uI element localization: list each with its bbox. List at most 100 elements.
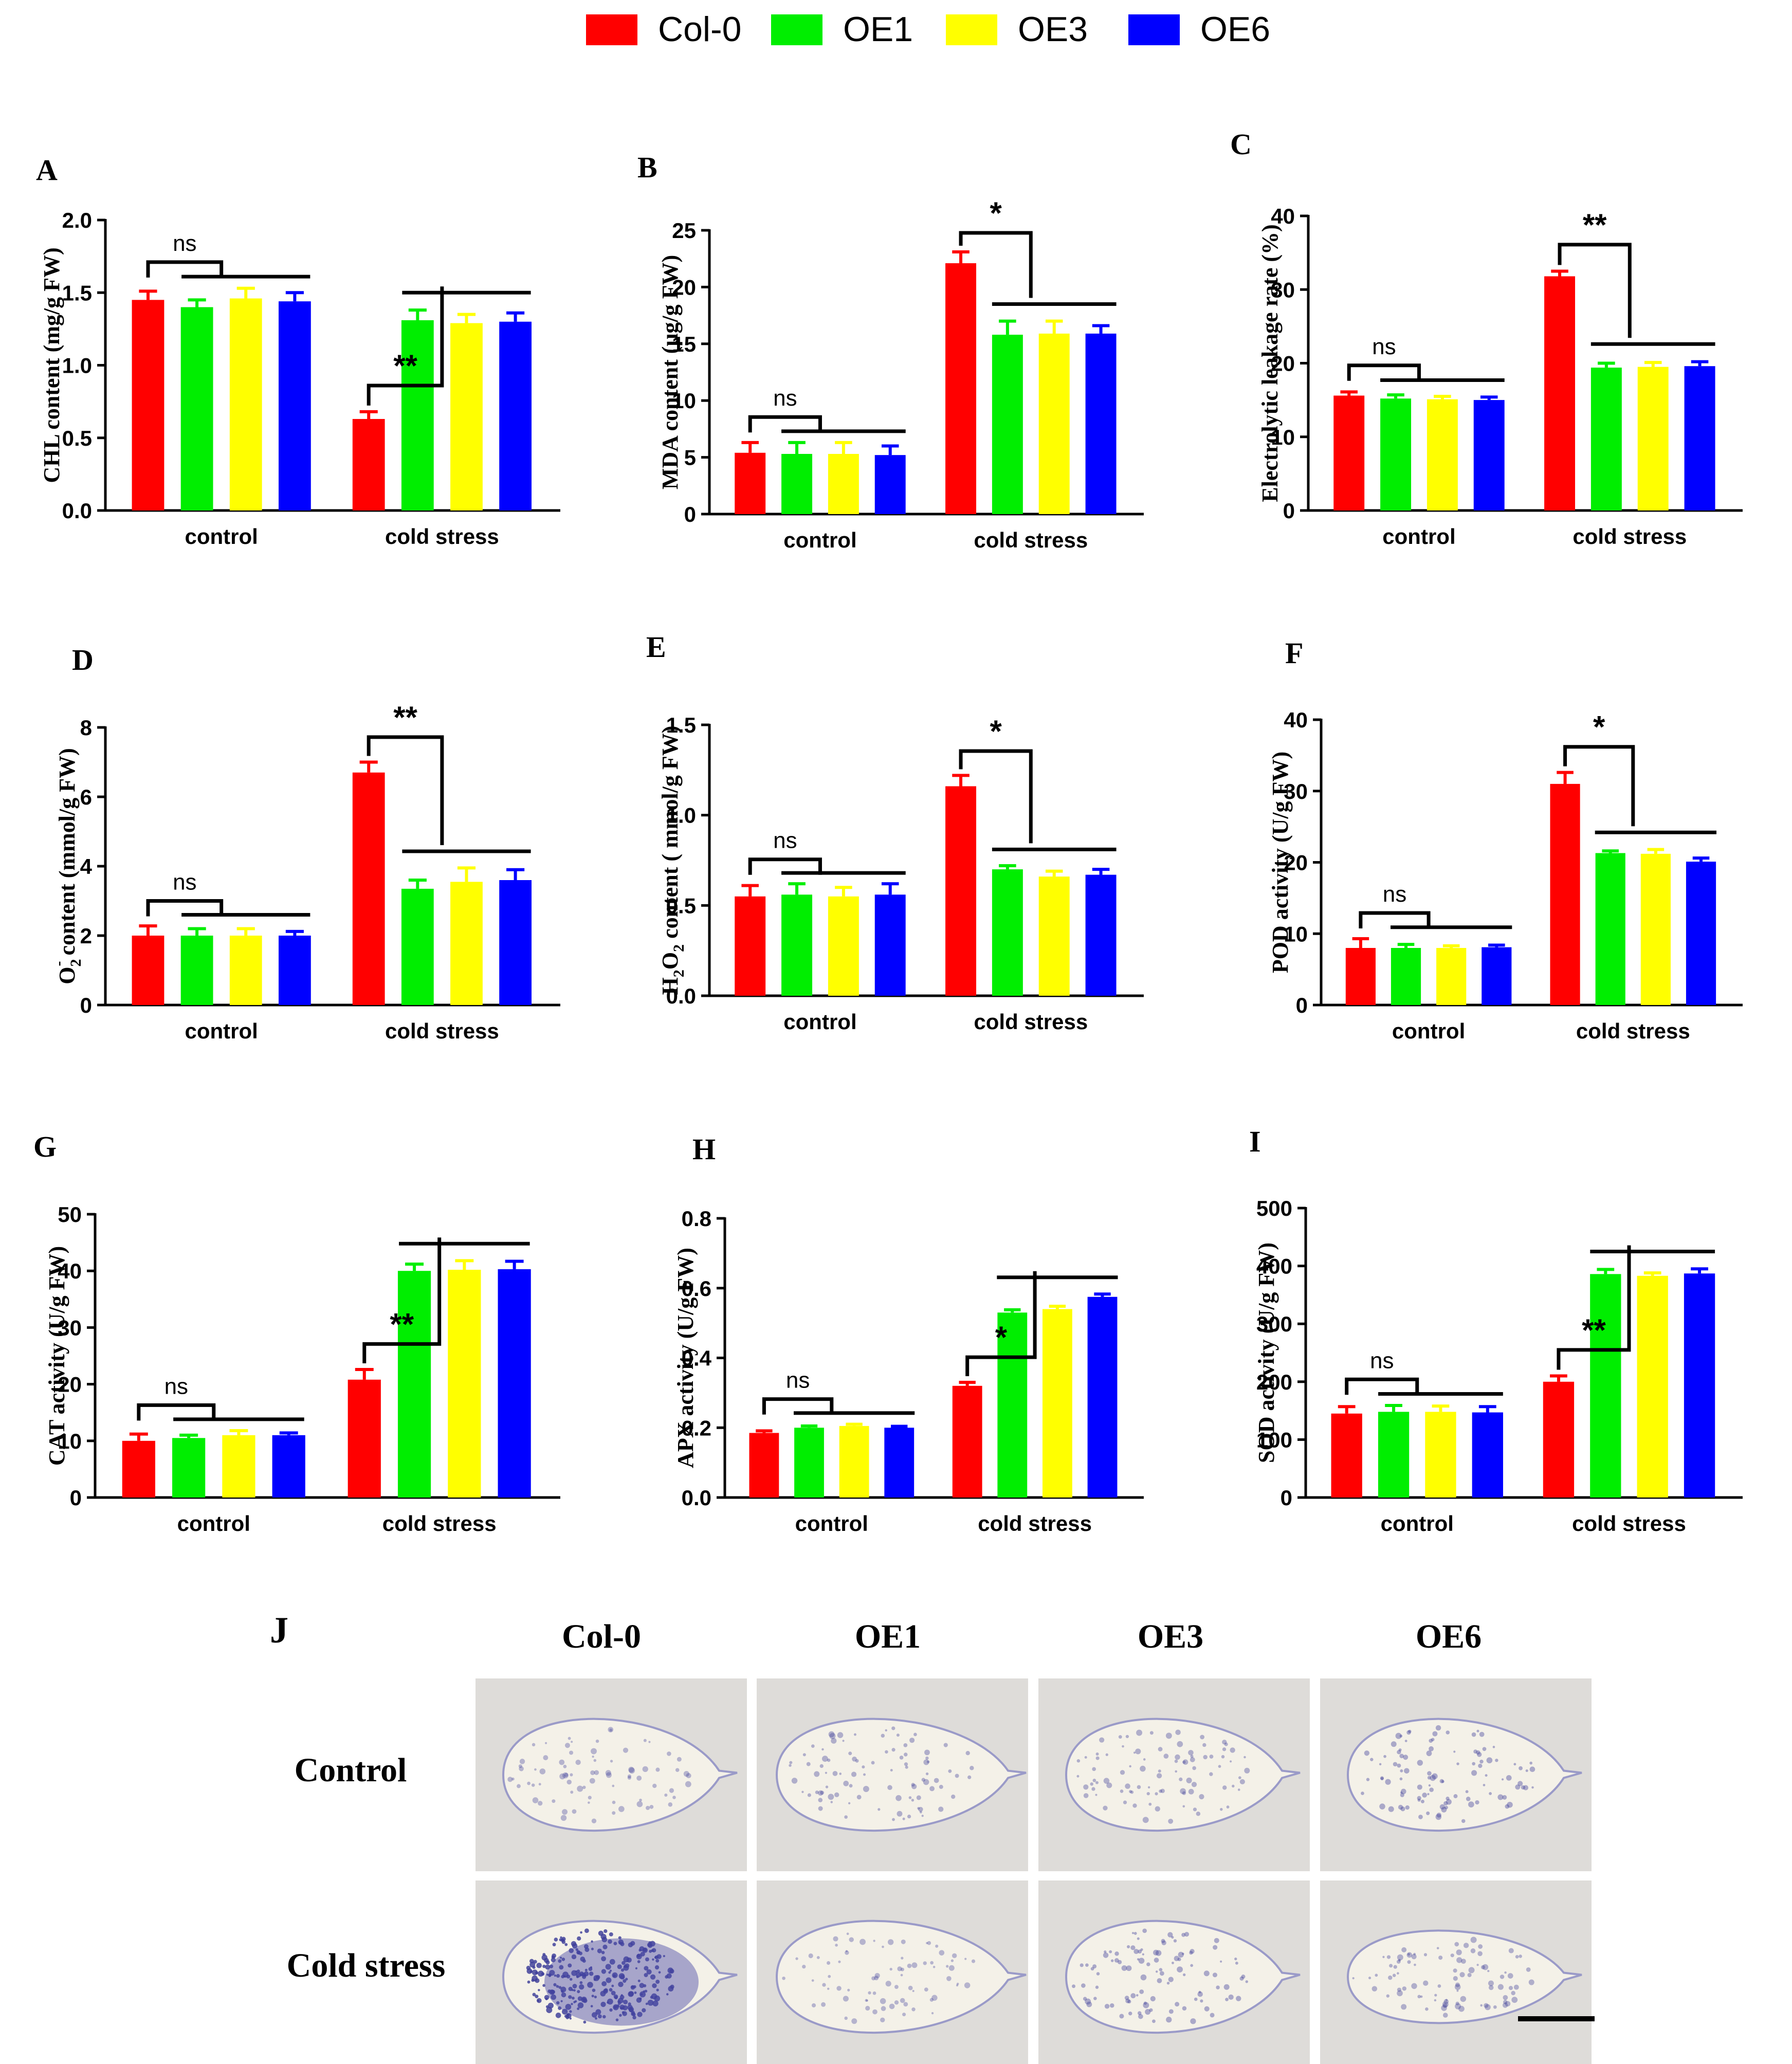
y-tick-label: 1.0 — [62, 354, 92, 378]
stain-dot — [1129, 1790, 1132, 1793]
bar — [839, 1426, 869, 1497]
stain-dot — [556, 1974, 560, 1978]
stain-dot — [1500, 1975, 1505, 1979]
stain-dot — [1117, 1960, 1122, 1964]
stain-dot — [1495, 1759, 1498, 1762]
stain-dot — [1476, 1729, 1479, 1732]
stain-dot — [613, 2004, 619, 2011]
stain-dot — [907, 1814, 911, 1819]
stain-dot — [644, 1972, 648, 1978]
stain-dot — [1155, 1792, 1158, 1796]
stain-dot — [1132, 1803, 1137, 1808]
stain-dot — [811, 2003, 816, 2007]
significance-bracket — [762, 1397, 834, 1415]
stain-dot — [1138, 2014, 1143, 2019]
stain-dot — [556, 2001, 560, 2005]
panel-j-col-label: OE6 — [1416, 1618, 1482, 1655]
stain-dot — [904, 1762, 908, 1766]
stain-dot — [901, 1939, 906, 1944]
stain-dot — [894, 1985, 899, 1989]
stain-dot — [577, 2002, 584, 2008]
y-tick-label: 4 — [80, 854, 93, 879]
stain-dot — [827, 1987, 830, 1990]
stain-dot — [686, 1773, 691, 1779]
stain-dot — [1497, 1984, 1504, 1990]
stain-dot — [843, 1996, 849, 2002]
stain-dot — [842, 1740, 845, 1742]
bar — [450, 882, 483, 1005]
stain-dot — [1393, 1762, 1398, 1767]
stain-dot — [663, 1955, 665, 1958]
stain-dot — [551, 1957, 556, 1963]
stain-dot — [1127, 1999, 1131, 2004]
stain-dot — [1454, 1984, 1461, 1990]
stain-dot — [1222, 1747, 1227, 1751]
bar — [952, 1385, 982, 1497]
stain-dot — [532, 1797, 539, 1803]
stain-dot — [1120, 1770, 1125, 1775]
stain-dot — [1192, 1766, 1196, 1770]
stain-dot — [1085, 1963, 1089, 1967]
stain-dot — [847, 1988, 850, 1992]
stain-dot — [851, 1771, 857, 1777]
stain-dot — [577, 1785, 583, 1792]
stain-dot — [1190, 1757, 1195, 1762]
stain-dot — [627, 1774, 632, 1778]
stain-dot — [675, 1768, 680, 1772]
stain-dot — [1438, 1956, 1443, 1960]
stain-dot — [1198, 1990, 1201, 1994]
stain-dot — [921, 1778, 925, 1782]
significance-label: ns — [1370, 1348, 1394, 1373]
y-tick-label: 1.5 — [62, 281, 92, 305]
stain-dot — [925, 1756, 929, 1760]
stain-dot — [1158, 1747, 1163, 1751]
stain-dot — [602, 2015, 606, 2019]
bar — [499, 321, 532, 510]
stain-dot — [1453, 1794, 1458, 1799]
stain-dot — [889, 2003, 895, 2010]
stain-dot — [835, 1944, 838, 1947]
chart-G: G 0 10 20 30 40 50 CAT activity (U/g FW) control… — [33, 1130, 560, 1536]
stain-dot — [1434, 1994, 1437, 1997]
x-category-label: cold stress — [1576, 1019, 1690, 1043]
stain-dot — [1131, 1932, 1135, 1934]
stain-dot — [839, 1773, 842, 1775]
stain-dot — [1095, 1756, 1100, 1760]
stain-dot — [607, 1998, 613, 2005]
bar — [1472, 1412, 1503, 1497]
bar — [1640, 853, 1671, 1005]
stain-dot — [1476, 1750, 1480, 1755]
stain-dot — [637, 1960, 641, 1963]
stain-dot — [1137, 1937, 1140, 1940]
stain-dot — [1093, 1997, 1097, 2000]
bar — [172, 1438, 206, 1497]
stain-dot — [1446, 1730, 1450, 1734]
stain-dot — [601, 1956, 607, 1962]
stain-dot — [1096, 1972, 1100, 1976]
stain-dot — [926, 1942, 928, 1944]
x-category-label: cold stress — [382, 1511, 497, 1536]
stain-dot — [807, 1793, 811, 1797]
stain-dot — [1468, 1801, 1474, 1807]
y-tick-label: 0.0 — [62, 499, 92, 523]
stain-dot — [1196, 1811, 1201, 1816]
stain-dot — [1119, 2014, 1124, 2019]
stain-dot — [620, 1968, 625, 1972]
stain-dot — [542, 1952, 546, 1956]
stain-dot — [1503, 2000, 1508, 2004]
stain-dot — [559, 1773, 565, 1780]
stain-dot — [950, 1959, 954, 1962]
stain-dot — [1427, 1776, 1431, 1780]
stain-dot — [1237, 1788, 1240, 1791]
stain-dot — [1515, 1784, 1521, 1790]
stain-dot — [952, 1953, 957, 1959]
stain-dot — [828, 1794, 834, 1800]
stain-dot — [1126, 1965, 1132, 1971]
stain-dot — [598, 1930, 604, 1936]
stain-dot — [1437, 1984, 1441, 1988]
stain-dot — [647, 1999, 654, 2006]
stain-dot — [552, 1799, 556, 1803]
legend-label: OE1 — [843, 10, 913, 49]
stain-dot — [1130, 1791, 1134, 1794]
